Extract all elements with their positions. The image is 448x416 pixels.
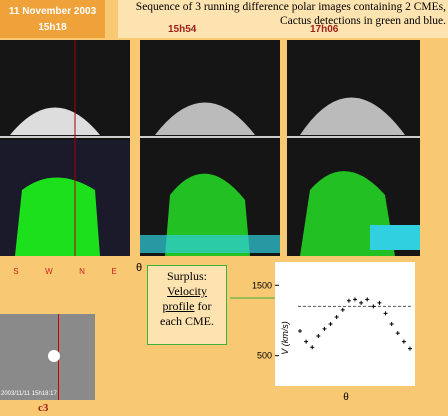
plot-area xyxy=(275,262,415,386)
panel xyxy=(140,40,280,256)
direction: W xyxy=(45,267,53,276)
timestamp: 2003/11/11 15h18:17 xyxy=(1,391,57,397)
panel xyxy=(287,40,420,256)
note-text: for xyxy=(198,299,212,313)
note-box: Surplus: Velocity profile for each CME. xyxy=(147,265,227,345)
c3-label: c3 xyxy=(38,402,48,414)
time-label: 15h54 xyxy=(168,24,196,35)
direction-labels: S W N E xyxy=(0,267,130,276)
date: 11 November 2003 xyxy=(0,6,105,17)
slide: 11 November 2003 15h18 Sequence of 3 run… xyxy=(0,0,448,416)
x-axis-label: θ xyxy=(343,392,349,403)
note-text: profile xyxy=(163,299,195,313)
time-label: 17h06 xyxy=(310,24,338,35)
x-axis-label: θ xyxy=(136,262,142,274)
panel xyxy=(0,40,130,256)
polar-images xyxy=(0,40,430,258)
direction: S xyxy=(13,267,18,276)
velocity-plot: V (km/s) θ 500 1500 xyxy=(228,258,428,408)
time: 15h18 xyxy=(0,22,105,33)
y-tick-label: 1500 xyxy=(252,280,272,290)
note-text: each CME. xyxy=(148,314,226,329)
y-tick-label: 500 xyxy=(257,351,272,361)
y-axis-label: V (km/s) xyxy=(280,321,290,355)
note-text: Velocity xyxy=(148,284,226,299)
note-text: Surplus: xyxy=(148,269,226,284)
direction: N xyxy=(79,267,85,276)
direction: E xyxy=(111,267,116,276)
date-box: 11 November 2003 15h18 xyxy=(0,0,105,38)
c3-image: 2003/11/11 15h18:17 xyxy=(0,314,95,400)
